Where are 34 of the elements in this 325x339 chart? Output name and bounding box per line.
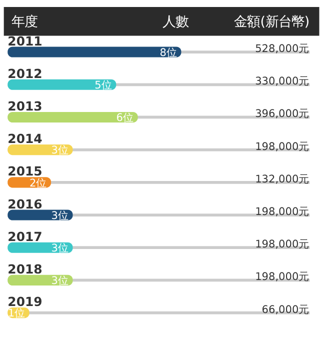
text: 198,000元 — [255, 271, 310, 284]
bar — [8, 79, 116, 90]
y-tick-label: 2015 — [8, 164, 42, 179]
y-tick-label: 2012 — [8, 66, 42, 81]
data-label: 2位 — [30, 177, 48, 190]
data-label: 3位 — [51, 144, 69, 157]
data-label: 5位 — [94, 79, 112, 92]
data-label: 1位 — [8, 308, 26, 320]
text: 528,000元 — [255, 43, 310, 56]
data-label: 3位 — [51, 210, 69, 222]
text: 198,000元 — [255, 140, 310, 153]
data-label: 3位 — [51, 242, 69, 254]
y-tick-label: 2017 — [8, 228, 42, 244]
data-label: 3位 — [51, 275, 69, 288]
text: 198,000元 — [255, 238, 310, 251]
y-tick-label: 2019 — [8, 294, 42, 310]
y-tick-label: 2016 — [8, 196, 42, 212]
bar — [8, 46, 182, 58]
text: 198,000元 — [255, 206, 310, 218]
y-tick-label: 2013 — [8, 98, 42, 114]
data-label: 6位 — [116, 112, 134, 124]
bar — [8, 112, 138, 123]
bar — [8, 210, 73, 220]
text: 330,000元 — [255, 76, 310, 88]
text: 396,000元 — [255, 108, 310, 120]
text: 金額(新台幣) — [234, 15, 310, 30]
data-label: 8位 — [160, 46, 178, 59]
y-axis-title: 年度 — [12, 14, 38, 30]
text: 66,000元 — [262, 304, 310, 316]
y-tick-label: 2011 — [8, 33, 42, 48]
x-axis-title: 人數 — [162, 15, 188, 30]
y-tick-label: 2018 — [8, 262, 42, 276]
text: 132,000元 — [255, 173, 310, 186]
y-tick-label: 2014 — [8, 131, 43, 146]
